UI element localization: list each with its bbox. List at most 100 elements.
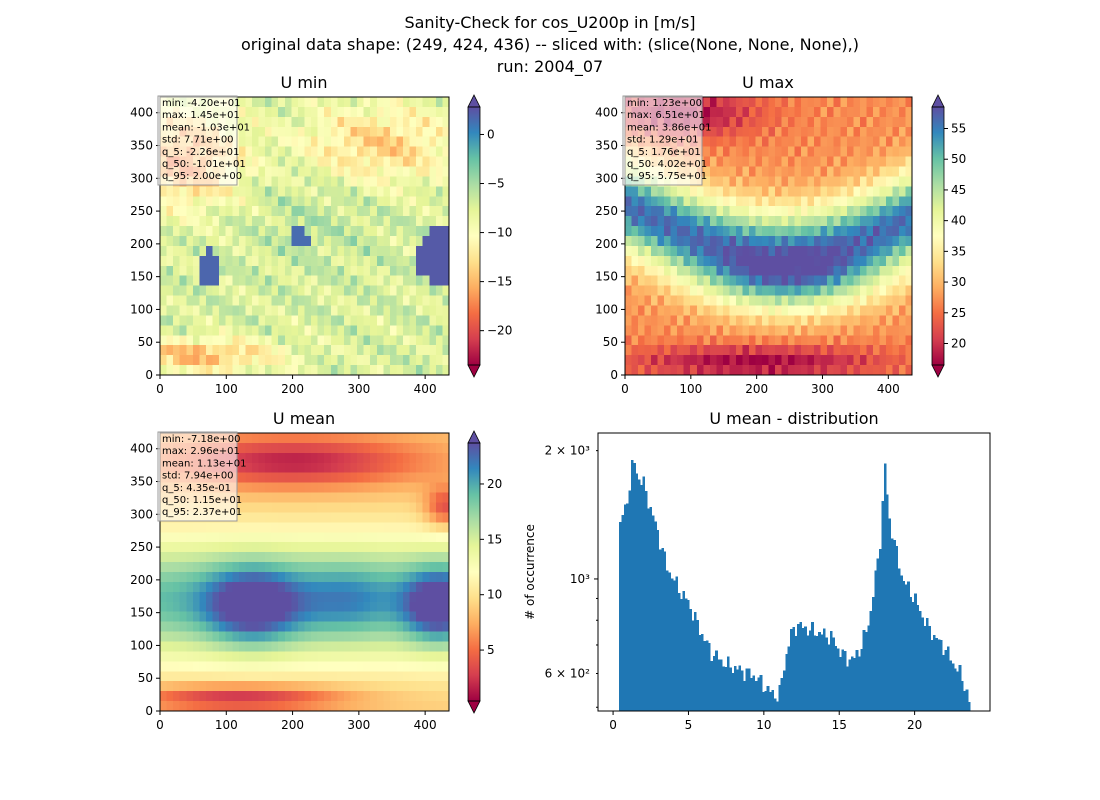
heatmap-cell — [383, 452, 391, 464]
heatmap-cell — [205, 691, 214, 702]
heatmap-cell — [278, 355, 286, 366]
histogram-bar — [752, 675, 756, 711]
heatmap-cell — [238, 166, 246, 178]
heatmap-cell — [742, 355, 750, 366]
heatmap-cell — [297, 236, 306, 247]
heatmap-cell — [363, 325, 371, 336]
heatmap-cell — [409, 611, 417, 623]
heatmap-cell — [265, 325, 273, 336]
heatmap-cell — [879, 196, 887, 207]
heatmap-cell — [265, 285, 273, 297]
heatmap-cell — [748, 186, 757, 197]
heatmap-cell — [807, 345, 815, 356]
heatmap-cell — [853, 186, 861, 197]
heatmap-cell — [429, 532, 437, 543]
heatmap-cell — [357, 166, 365, 178]
heatmap-cell — [872, 206, 880, 217]
heatmap-cell — [683, 226, 691, 237]
heatmap-cell — [232, 591, 240, 603]
heatmap-cell — [330, 641, 338, 653]
histogram-bar — [654, 521, 657, 711]
heatmap-cell — [840, 365, 848, 376]
heatmap-cell — [422, 216, 430, 227]
heatmap-cell — [343, 542, 352, 553]
heatmap-cell — [330, 126, 338, 138]
heatmap-cell — [337, 701, 345, 712]
heatmap-cell — [416, 442, 424, 454]
heatmap-cell — [703, 116, 711, 128]
heatmap-cell — [389, 315, 398, 326]
heatmap-cell — [357, 305, 365, 317]
heatmap-cell — [238, 106, 246, 118]
heatmap-cell — [768, 97, 776, 108]
heatmap-cell — [258, 581, 266, 593]
heatmap-cell — [742, 315, 750, 326]
heatmap-cell — [238, 305, 246, 317]
heatmap-cell — [409, 315, 417, 326]
heatmap-cell — [429, 186, 437, 197]
heatmap-cell — [357, 226, 365, 237]
heatmap-cell — [350, 651, 358, 662]
heatmap-cell — [683, 345, 691, 356]
heatmap-cell — [160, 681, 168, 692]
heatmap-cell — [219, 562, 227, 573]
heatmap-cell — [317, 552, 325, 563]
heatmap-cell — [625, 265, 633, 277]
heatmap-cell — [429, 196, 437, 207]
heatmap-cell — [363, 621, 371, 633]
heatmap-cell — [297, 206, 306, 217]
heatmap-cell — [297, 641, 306, 653]
heatmap-cell — [644, 345, 652, 356]
heatmap-cell — [258, 502, 266, 514]
histogram-bar — [687, 600, 690, 711]
heatmap-cell — [383, 611, 391, 623]
heatmap-cell — [304, 552, 312, 563]
heatmap-cell — [363, 146, 371, 158]
heatmap-cell — [376, 601, 384, 613]
heatmap-cell — [435, 146, 444, 158]
heatmap-cell — [664, 275, 672, 287]
heatmap-cell — [251, 601, 260, 613]
heatmap-cell — [324, 581, 332, 593]
heatmap-cell — [297, 335, 306, 346]
heatmap-cell — [735, 245, 744, 257]
heatmap-cell — [173, 345, 181, 356]
heatmap-cell — [271, 355, 279, 366]
heatmap-cell — [238, 681, 246, 692]
heatmap-cell — [232, 601, 240, 613]
heatmap-cell — [383, 216, 391, 227]
heatmap-cell — [788, 146, 796, 158]
heatmap-cell — [651, 355, 659, 366]
heatmap-cell — [350, 226, 358, 237]
heatmap-cell — [853, 116, 861, 128]
heatmap-cell — [801, 226, 809, 237]
x-tick-label: 100 — [215, 718, 238, 732]
heatmap-cell — [350, 325, 358, 336]
heatmap-cell — [781, 255, 789, 267]
heatmap-cell — [429, 472, 437, 484]
heatmap-cell — [258, 661, 266, 672]
heatmap-cell — [251, 255, 260, 267]
histogram-bar — [946, 646, 950, 711]
heatmap-cell — [409, 532, 417, 543]
heatmap-cell — [350, 482, 358, 494]
heatmap-cell — [709, 136, 717, 148]
heatmap-cell — [271, 462, 279, 474]
heatmap-cell — [311, 305, 319, 317]
heatmap-cell — [238, 285, 246, 297]
heatmap-cell — [788, 325, 796, 336]
heatmap-cell — [343, 345, 352, 356]
heatmap-cell — [755, 196, 763, 207]
heatmap-cell — [429, 502, 437, 514]
heatmap-cell — [330, 285, 338, 297]
heatmap-cell — [251, 581, 260, 593]
heatmap-cell — [833, 156, 841, 168]
heatmap-cell — [703, 315, 711, 326]
heatmap-cell — [403, 186, 411, 197]
heatmap-cell — [670, 196, 678, 207]
heatmap-cell — [284, 472, 292, 484]
heatmap-cell — [416, 512, 424, 523]
heatmap-cell — [651, 315, 659, 326]
x-tick-label: 400 — [877, 382, 900, 396]
heatmap-cell — [232, 275, 240, 287]
